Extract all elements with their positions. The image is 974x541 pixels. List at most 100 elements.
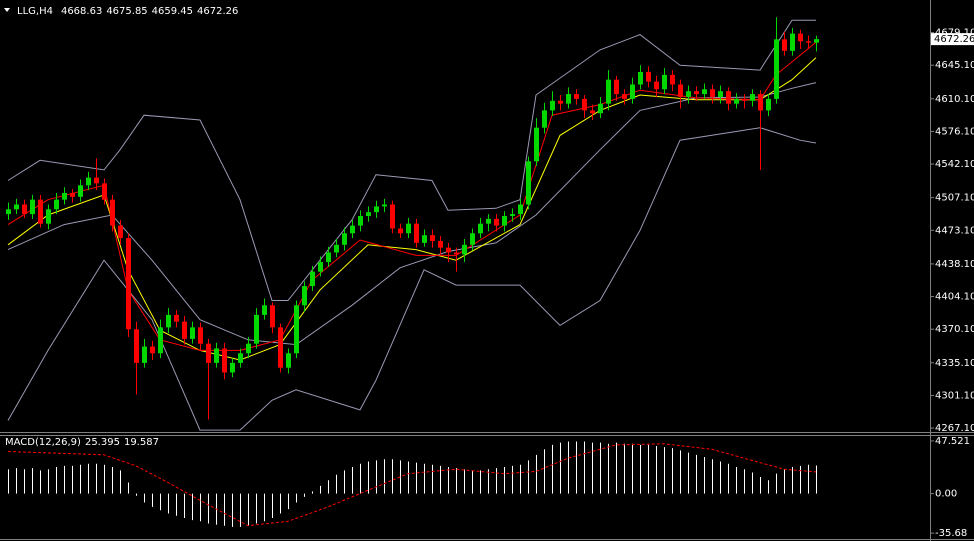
indicator-line — [7, 57, 817, 361]
candle-body — [702, 89, 707, 95]
y-tick-label: 4335.10 — [935, 358, 974, 369]
candle-body — [294, 305, 299, 354]
candle-body — [350, 225, 355, 234]
y-tick-label: 4438.10 — [935, 259, 974, 270]
y-tick-label: 4679.10 — [935, 28, 974, 39]
candle-body — [6, 209, 11, 215]
candle-body — [766, 98, 771, 111]
candle-body — [574, 94, 579, 99]
y-tick-label: 47.521 — [935, 436, 970, 447]
candle-body — [446, 247, 451, 253]
candle-body — [734, 98, 739, 104]
candle-body — [78, 185, 83, 197]
candle-body — [582, 98, 587, 111]
candle-body — [518, 204, 523, 215]
candle-body — [798, 33, 803, 42]
candle-body — [278, 327, 283, 368]
candle-body — [182, 321, 187, 339]
candle-body — [134, 329, 139, 363]
candle-body — [390, 204, 395, 229]
candle-body — [806, 41, 811, 43]
ohlc-high: 4675.85 — [106, 6, 147, 17]
candle-body — [46, 209, 51, 224]
price-box — [931, 33, 974, 46]
candle-body — [598, 103, 603, 114]
signal-line — [7, 443, 817, 527]
candle-body — [238, 353, 243, 363]
candle-body — [534, 127, 539, 162]
candle-body — [614, 79, 619, 95]
candle-body — [694, 91, 699, 95]
candle-body — [158, 327, 163, 354]
candle-body — [422, 235, 427, 243]
candle-body — [606, 79, 611, 104]
candle-body — [38, 199, 43, 224]
candle-body — [750, 94, 755, 101]
candle-body — [102, 183, 107, 200]
candle-body — [406, 223, 411, 234]
candle-body — [254, 314, 259, 344]
candle-body — [270, 305, 275, 328]
y-tick-label: 4645.10 — [935, 60, 974, 71]
candle-body — [142, 346, 147, 363]
candle-body — [510, 214, 515, 216]
ohlc-low: 4659.45 — [152, 6, 193, 17]
candle-body — [774, 39, 779, 99]
y-tick-label: 4370.10 — [935, 324, 974, 335]
candle-body — [334, 244, 339, 253]
candle-body — [790, 33, 795, 51]
candle-body — [246, 343, 251, 354]
indicator-header: MACD(12,26,9) 25.395 19.587 — [5, 437, 159, 448]
candle-body — [590, 110, 595, 114]
candle-body — [470, 233, 475, 245]
ohlc-open: 4668.63 — [61, 6, 102, 17]
y-tick-label: 4404.10 — [935, 292, 974, 303]
menu-arrow — [4, 8, 10, 12]
candle-body — [230, 362, 235, 373]
candle-body — [326, 252, 331, 263]
y-tick-label: 0.00 — [935, 489, 957, 500]
candle-body — [14, 204, 19, 210]
candle-body — [262, 305, 267, 315]
candle-body — [454, 252, 459, 255]
chart-header: LLG,H4 4668.63 4675.85 4659.45 4672.26 — [17, 6, 238, 17]
candle-body — [318, 262, 323, 272]
candle-body — [814, 39, 819, 43]
candle-body — [174, 314, 179, 322]
y-tick-label: -35.68 — [935, 528, 967, 539]
y-tick-label: 4610.10 — [935, 94, 974, 105]
candle-body — [494, 218, 499, 226]
candle-body — [438, 240, 443, 248]
candle-body — [54, 199, 59, 210]
candle-body — [286, 353, 291, 368]
candle-body — [758, 94, 763, 111]
candle-body — [118, 225, 123, 239]
candle-body — [310, 271, 315, 287]
candle-body — [302, 286, 307, 306]
candle-body — [558, 100, 563, 104]
symbol: LLG,H4 — [17, 6, 53, 17]
candle-body — [542, 110, 547, 128]
candle-body — [782, 39, 787, 51]
candle-body — [726, 91, 731, 104]
candle-body — [622, 94, 627, 99]
candle-body — [630, 84, 635, 99]
candle-body — [374, 206, 379, 213]
candle-body — [190, 327, 195, 339]
candle-body — [70, 192, 75, 197]
signal-value: 19.587 — [124, 437, 159, 448]
candle-body — [214, 348, 219, 363]
candle-body — [30, 199, 35, 215]
candle-body — [638, 72, 643, 85]
y-tick-label: 4473.10 — [935, 225, 974, 236]
y-tick-label: 4576.10 — [935, 126, 974, 137]
candle-body — [398, 228, 403, 234]
candle-body — [502, 216, 507, 226]
candle-body — [94, 177, 99, 184]
candle-body — [670, 74, 675, 85]
candle-body — [126, 238, 131, 330]
candle-body — [342, 233, 347, 245]
